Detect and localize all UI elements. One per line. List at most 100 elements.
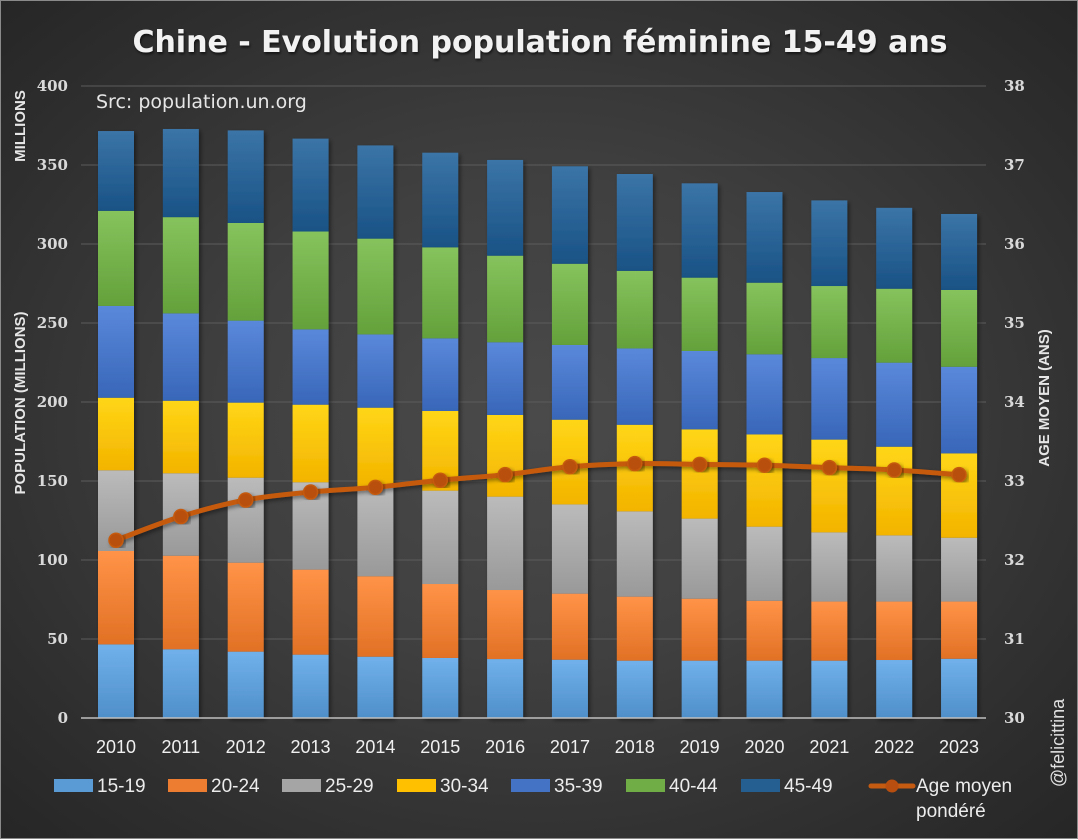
bar-segment-20-24-2017 [551,593,588,660]
bar-segment-35-39-2016 [487,342,524,415]
bar-segment-30-34-2019 [681,429,718,519]
legend-swatch [397,779,436,792]
y2-tick-label: 37 [1004,156,1025,174]
bar-segment-20-24-2021 [811,601,848,661]
age-point-2018 [627,455,643,472]
bar-segment-15-19-2015 [422,657,459,718]
bar-segment-30-34-2014 [357,407,394,487]
bar-segment-15-19-2011 [162,649,199,718]
legend-swatch [282,779,321,792]
legend-swatch [626,779,665,792]
bar-segment-45-49-2018 [616,174,653,271]
bar-segment-15-19-2016 [487,659,524,718]
bar-segment-40-44-2016 [487,255,524,343]
bar-segment-35-39-2018 [616,348,653,425]
bars [98,128,978,718]
x-tick-label: 2013 [291,737,331,757]
y2-tick-label: 33 [1004,472,1025,490]
bar-stack-2020 [746,192,783,718]
y-tick-label: 400 [37,77,68,95]
bar-stack-2012 [227,130,264,718]
bar-segment-40-44-2018 [616,270,653,349]
legend-label: 15-19 [97,776,146,797]
age-point-2012 [237,492,254,508]
bar-segment-40-44-2021 [811,286,848,359]
bar-segment-15-19-2019 [681,660,718,718]
y-tick-label: 100 [37,551,68,569]
bar-segment-25-29-2014 [357,486,394,577]
legend-label: 20-24 [211,776,260,797]
legend-item-40-44: 40-44 [626,776,718,797]
x-tick-label: 2019 [680,737,720,757]
legend-item-30-34: 30-34 [397,776,489,797]
legend-swatch [54,779,93,792]
bar-segment-35-39-2015 [422,338,459,412]
bar-stack-2017 [551,166,588,718]
y2-tick-label: 38 [1004,77,1025,95]
bar-segment-20-24-2022 [876,601,913,661]
bar-stack-2018 [616,174,653,718]
legend-item-15-19: 15-19 [54,776,146,797]
bar-segment-35-39-2010 [98,305,134,398]
age-point-2013 [302,484,319,500]
age-point-2023 [951,466,967,483]
y2-tick-label: 35 [1004,314,1025,332]
bar-segment-20-24-2015 [422,584,459,658]
y2-tick-label: 32 [1004,551,1025,569]
bar-segment-20-24-2011 [162,555,199,650]
bar-segment-30-34-2013 [292,404,329,483]
x-tick-label: 2017 [550,737,590,757]
gridlines [81,85,986,640]
bar-segment-25-29-2019 [681,518,718,599]
bar-segment-15-19-2022 [876,660,913,718]
bar-segment-40-44-2013 [292,231,329,330]
legend-marker [885,779,899,793]
age-point-2016 [497,466,513,483]
legend-swatch [741,779,780,792]
bar-segment-20-24-2012 [227,562,264,652]
bar-segment-20-24-2023 [941,601,978,659]
age-line-series [108,455,967,548]
bar-segment-45-49-2012 [227,130,264,223]
bar-segment-25-29-2018 [616,511,653,597]
legend-item-35-39: 35-39 [511,776,603,797]
legend-item-20-24: 20-24 [168,776,260,797]
bar-segment-45-49-2022 [876,207,913,289]
bar-segment-35-39-2013 [292,329,329,405]
bar-segment-40-44-2019 [681,277,718,351]
legend-label: 35-39 [554,776,603,797]
bar-segment-15-19-2023 [941,658,978,718]
bar-stack-2023 [941,213,978,718]
bar-segment-45-49-2019 [681,183,718,278]
bar-segment-20-24-2016 [487,590,524,660]
bar-segment-20-24-2013 [292,569,329,655]
bar-segment-45-49-2023 [941,213,978,290]
legend-label: 45-49 [784,776,833,797]
watermark: @felicittina [1048,698,1068,787]
bar-segment-25-29-2021 [811,532,848,602]
age-point-2014 [367,479,384,496]
bar-segment-45-49-2017 [551,166,588,264]
bar-segment-20-24-2014 [357,576,394,657]
legend-item-45-49: 45-49 [741,776,833,797]
age-point-2017 [562,459,578,475]
source-note: Src: population.un.org [96,91,307,113]
bar-segment-25-29-2017 [551,504,588,594]
bar-segment-20-24-2019 [681,598,718,661]
bar-segment-25-29-2020 [746,526,783,601]
legend: 15-19 20-24 25-29 30-34 35-39 40-44 45-49 Age m… [54,776,1012,822]
legend-item-25-29: 25-29 [282,776,374,797]
bar-segment-35-39-2020 [746,354,783,435]
y-axis-unit-label: MILLIONS [12,90,29,162]
bar-segment-30-34-2020 [746,434,783,527]
age-point-2011 [173,508,189,525]
y-tick-label: 50 [47,630,68,648]
bar-stack-2015 [422,152,459,718]
bar-segment-45-49-2010 [98,131,134,211]
bar-segment-40-44-2012 [227,222,264,321]
y-tick-label: 150 [37,472,68,490]
bar-segment-25-29-2023 [941,537,978,602]
bar-stack-2019 [681,183,718,718]
